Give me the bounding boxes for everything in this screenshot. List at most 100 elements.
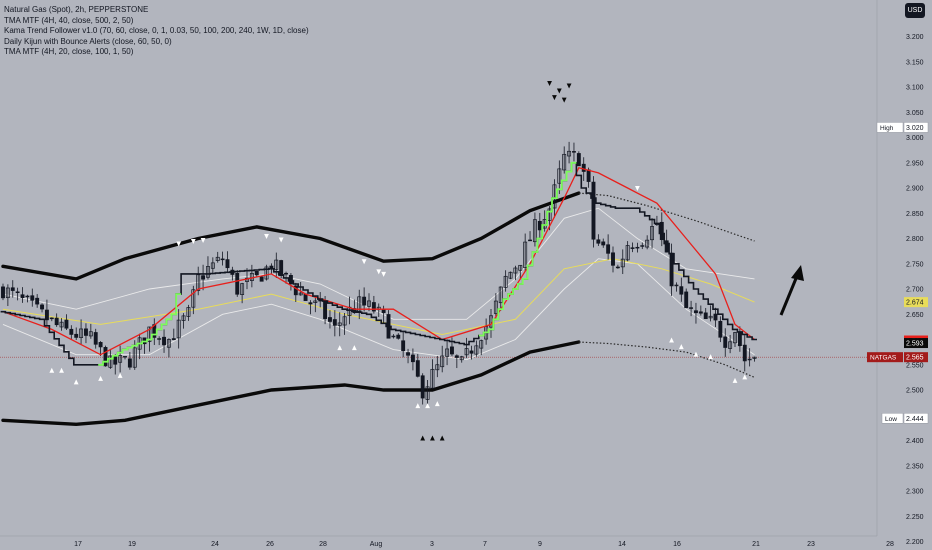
candle-body: [264, 266, 269, 280]
plot-area: [0, 80, 877, 441]
candle-body: [528, 239, 532, 242]
candle-body: [20, 294, 25, 298]
candle-body: [747, 358, 752, 361]
candle-body: [698, 311, 703, 314]
indicator-daily-kijun[interactable]: Daily Kijun with Bounce Alerts (close, 6…: [4, 36, 172, 46]
time-tick-label: 28: [319, 541, 327, 548]
buy-arrow-marker: [708, 354, 713, 360]
price-label-box: [903, 413, 929, 424]
sell-arrow-marker: [556, 88, 562, 94]
price-label-name: NATGAS: [870, 355, 897, 362]
lower-inner-band: [2, 258, 755, 361]
candle-body: [567, 150, 572, 157]
candle-body: [752, 356, 757, 359]
candle-body: [391, 335, 396, 338]
candle-body: [49, 317, 54, 320]
sell-arrow-marker: [361, 259, 367, 265]
candle-body: [401, 340, 406, 352]
time-tick-label: 24: [211, 541, 219, 548]
price-tick-label: 2.550: [906, 362, 924, 369]
candle-body: [664, 240, 669, 253]
candle-body: [44, 309, 49, 321]
price-label-natgas: NATGAS 2.565: [867, 352, 928, 363]
time-tick-label: 14: [618, 541, 626, 548]
candle-body: [157, 338, 162, 340]
currency-button[interactable]: USD: [905, 3, 925, 18]
price-label-name-box: [881, 413, 904, 424]
time-tick-label: Aug: [370, 541, 383, 548]
candle-body: [357, 296, 362, 312]
candle-body: [215, 256, 220, 261]
buy-arrow-marker: [73, 379, 79, 385]
candle-body: [581, 163, 586, 172]
candle-body: [15, 291, 20, 294]
candle-body: [293, 285, 298, 296]
candle-body: [284, 272, 288, 275]
candle-body: [93, 332, 98, 345]
candle-body: [162, 336, 166, 346]
price-tick-label: 3.100: [906, 85, 924, 92]
candle-body: [35, 297, 40, 305]
candle-body: [25, 295, 30, 298]
candle-body: [176, 319, 181, 339]
price-label-value: 2.674: [906, 300, 924, 307]
candle-body: [694, 310, 698, 314]
candle-body: [557, 168, 562, 184]
candle-body: [591, 181, 596, 240]
candle-body: [689, 307, 694, 309]
price-label-low: Low 2.444: [881, 413, 929, 424]
candle-body: [728, 341, 733, 349]
candle-body: [450, 346, 454, 355]
candle-body: [84, 328, 88, 336]
candle-body: [723, 336, 728, 348]
candle-body: [454, 355, 459, 358]
candle-body: [279, 260, 284, 277]
candle-body: [118, 355, 123, 363]
sell-arrow-marker: [190, 239, 196, 245]
sell-arrow-marker: [561, 97, 567, 103]
candle-body: [123, 355, 127, 358]
symbol-title[interactable]: Natural Gas (Spot), 2h, PEPPERSTONE: [4, 5, 149, 14]
candle-body: [713, 313, 718, 321]
buy-arrow-marker: [434, 401, 440, 407]
candle-body: [259, 276, 264, 282]
candle-body: [733, 332, 737, 344]
price-tick-label: 2.850: [906, 211, 924, 218]
buy-arrow-marker: [742, 374, 748, 380]
candle-body: [523, 241, 528, 268]
buy-arrow-marker: [678, 344, 684, 350]
candle-body: [532, 219, 537, 243]
candle-body: [220, 258, 225, 261]
indicator-kama[interactable]: Kama Trend Follower v1.0 (70, 60, close,…: [4, 26, 309, 36]
candle-body: [98, 342, 103, 348]
price-tick-label: 2.250: [906, 514, 924, 521]
candle-body: [445, 348, 450, 357]
price-label-name: High: [880, 125, 894, 132]
candle-body: [166, 339, 171, 348]
buy-arrow-marker: [732, 377, 738, 383]
sell-arrow-marker: [200, 238, 206, 244]
candle-body: [254, 270, 259, 276]
candle-body: [88, 331, 93, 337]
price-label-box: [904, 338, 928, 349]
candle-body: [640, 245, 645, 247]
candle-body: [518, 264, 523, 271]
candle-body: [186, 307, 191, 317]
price-tick-label: 2.650: [906, 312, 924, 319]
candles: [1, 141, 757, 407]
sell-arrow-marker: [264, 233, 269, 239]
price-label-value: 2.565: [906, 355, 924, 362]
annotation-arrow-head: [791, 265, 804, 281]
candle-body: [513, 267, 518, 274]
sell-arrow-marker: [278, 237, 284, 243]
candle-body: [708, 315, 713, 319]
candle-body: [308, 302, 313, 305]
price-label-name: Low: [885, 416, 897, 423]
price-tick-label: 3.200: [906, 34, 924, 41]
price-tick-label: 2.950: [906, 160, 924, 167]
indicator-tma-4h-20[interactable]: TMA MTF (4H, 20, close, 100, 1, 50): [4, 47, 134, 57]
buy-arrow-marker: [430, 435, 435, 441]
candle-body: [572, 151, 576, 153]
indicator-tma-4h-40[interactable]: TMA MTF (4H, 40, close, 500, 2, 50): [4, 15, 134, 25]
